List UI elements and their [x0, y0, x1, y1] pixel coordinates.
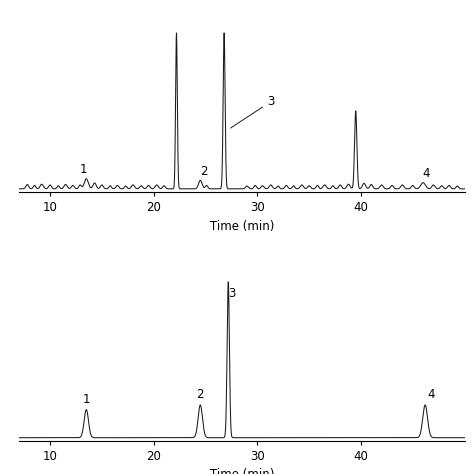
- Text: 4: 4: [422, 167, 430, 180]
- Text: 4: 4: [428, 388, 435, 401]
- Text: 1: 1: [80, 163, 87, 176]
- X-axis label: Time (min): Time (min): [210, 468, 274, 474]
- Text: 2: 2: [200, 164, 207, 178]
- Text: 1: 1: [82, 393, 90, 406]
- Text: 3: 3: [230, 95, 275, 128]
- Text: 3: 3: [228, 288, 235, 301]
- X-axis label: Time (min): Time (min): [210, 219, 274, 233]
- Text: 2: 2: [197, 388, 204, 401]
